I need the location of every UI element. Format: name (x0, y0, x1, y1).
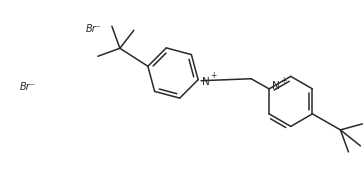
Text: N: N (202, 77, 210, 87)
Text: Br⁻: Br⁻ (85, 25, 101, 34)
Text: +: + (280, 76, 286, 85)
Text: N: N (272, 81, 280, 91)
Text: +: + (210, 71, 216, 80)
Text: Br⁻: Br⁻ (20, 82, 36, 92)
